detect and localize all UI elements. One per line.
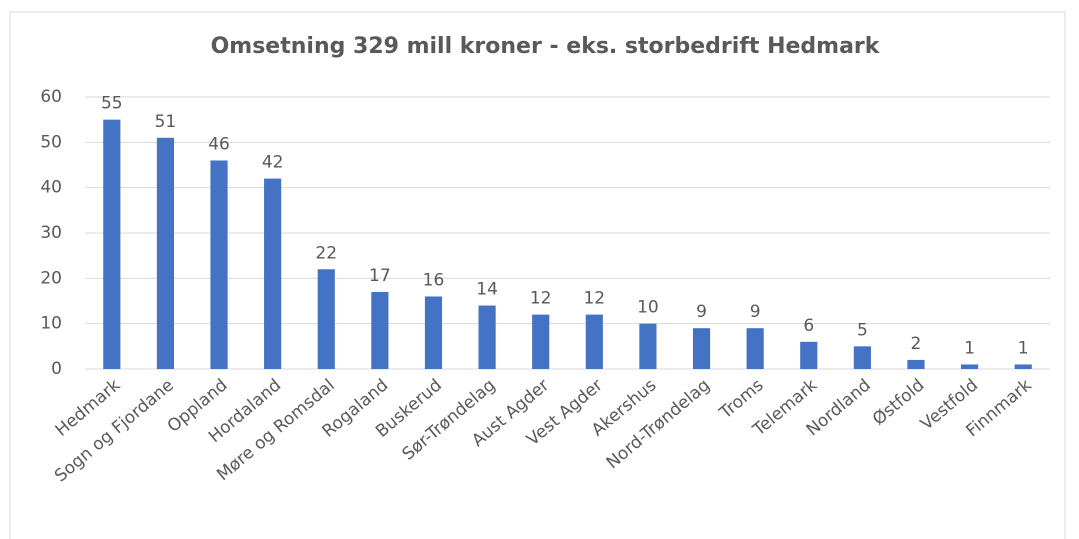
chart-title: Omsetning 329 mill kroner - eks. storbed… <box>211 34 881 59</box>
data-label: 6 <box>803 316 814 336</box>
data-label: 42 <box>262 153 284 173</box>
bar <box>585 314 603 369</box>
x-tick-label: Sør-Trøndelag <box>399 375 500 464</box>
data-label: 9 <box>696 302 707 322</box>
bar <box>639 323 657 369</box>
bar <box>532 314 550 369</box>
data-label: 1 <box>1018 338 1029 358</box>
data-label: 5 <box>857 320 868 340</box>
data-label: 55 <box>101 94 123 114</box>
bar <box>371 291 389 369</box>
y-tick-label: 20 <box>40 268 62 288</box>
y-tick-label: 50 <box>40 132 62 152</box>
bar <box>800 341 818 369</box>
y-tick-label: 0 <box>51 359 62 379</box>
y-tick-label: 60 <box>40 87 62 107</box>
data-label: 12 <box>530 289 552 309</box>
data-label: 46 <box>208 134 230 154</box>
y-tick-label: 30 <box>40 223 62 243</box>
y-tick-label: 40 <box>40 178 62 198</box>
bar <box>746 328 764 369</box>
bar <box>1014 364 1032 369</box>
data-label: 10 <box>637 298 659 318</box>
data-label: 9 <box>750 302 761 322</box>
data-label: 14 <box>476 280 498 300</box>
chart-border <box>9 11 1066 539</box>
bar <box>210 160 228 369</box>
data-label: 16 <box>423 270 445 290</box>
bar <box>907 359 925 369</box>
bar <box>853 346 871 369</box>
bar <box>692 328 711 369</box>
bar <box>424 296 443 369</box>
data-label: 22 <box>315 243 337 263</box>
bar <box>156 137 174 369</box>
bar <box>264 178 282 369</box>
data-label: 17 <box>369 266 391 286</box>
data-label: 12 <box>583 289 605 309</box>
bar <box>961 364 979 369</box>
bar <box>317 269 335 369</box>
data-label: 2 <box>911 334 922 354</box>
bar <box>478 305 496 369</box>
y-tick-label: 10 <box>40 314 62 334</box>
bar <box>103 119 121 370</box>
data-label: 51 <box>155 112 177 132</box>
data-label: 1 <box>964 338 975 358</box>
